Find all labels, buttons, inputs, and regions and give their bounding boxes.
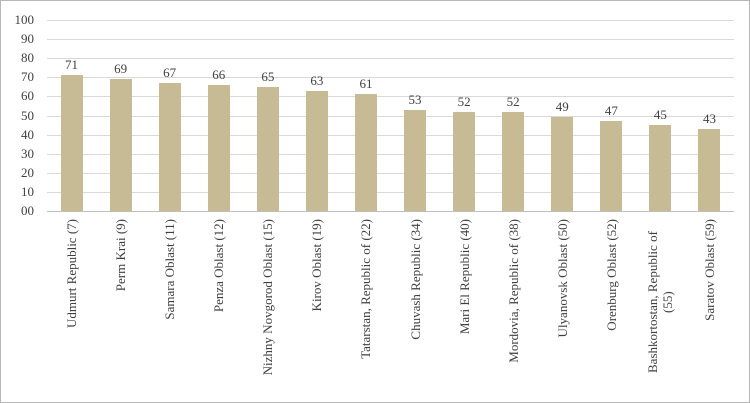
x-category-label-text: Penza Oblast (12) — [211, 219, 227, 313]
bar — [207, 84, 230, 211]
gridline — [47, 39, 734, 41]
bar — [109, 79, 132, 211]
bar-value-label: 52 — [457, 93, 471, 109]
bar-value-label: 67 — [163, 65, 177, 81]
x-axis-line — [47, 211, 734, 212]
bar — [698, 128, 721, 211]
y-tick-label: 50 — [21, 107, 34, 123]
y-tick-label: 10 — [21, 183, 34, 199]
bar — [354, 94, 377, 211]
y-tick-label: 100 — [14, 12, 35, 27]
x-category-label: Mordovia, Republic of (38) — [489, 219, 538, 397]
gridline — [47, 58, 734, 60]
x-category-label: Bashkortostan, Republic of (55) — [636, 219, 685, 397]
bar — [60, 75, 83, 211]
x-category-label: Ulyanovsk Oblast (50) — [538, 219, 587, 397]
bar — [404, 109, 427, 211]
x-category-label-text: Chuvash Republic (34) — [407, 219, 423, 340]
bar — [551, 117, 574, 211]
x-category-label-text: Samara Oblast (11) — [162, 219, 178, 320]
y-tick-label: 90 — [21, 31, 34, 47]
gridline — [47, 96, 734, 98]
y-tick-label: 20 — [21, 164, 34, 180]
x-category-label: Penza Oblast (12) — [194, 219, 243, 397]
x-category-label: Udmurt Republic (7) — [47, 219, 96, 397]
x-category-label: Chuvash Republic (34) — [391, 219, 440, 397]
x-category-label: Orenburg Oblast (52) — [587, 219, 636, 397]
gridline — [47, 77, 734, 79]
bar — [649, 125, 672, 211]
y-tick-label: 40 — [21, 126, 34, 142]
bar-value-label: 71 — [65, 57, 79, 73]
x-category-label-text: Orenburg Oblast (52) — [603, 219, 619, 331]
gridline — [47, 191, 734, 193]
bar-value-label: 53 — [408, 91, 422, 107]
x-category-label-text: Udmurt Republic (7) — [64, 219, 80, 329]
x-category-label-text: Saratov Oblast (59) — [701, 219, 717, 321]
x-category-label-text: Tatarstan, Republic of (22) — [358, 219, 374, 359]
bar-value-label: 49 — [555, 99, 569, 115]
bar-value-label: 61 — [359, 76, 373, 92]
y-tick-label: 30 — [21, 145, 34, 161]
gridline — [47, 134, 734, 136]
x-category-label-text: Nizhny Novgorod Oblast (15) — [260, 219, 276, 376]
bar-value-label: 45 — [653, 107, 667, 123]
bar — [600, 121, 623, 211]
bar — [256, 86, 279, 211]
x-category-label-text: Kirov Oblast (19) — [309, 219, 325, 312]
x-category-label-text: Ulyanovsk Oblast (50) — [554, 219, 570, 338]
bar-value-label: 66 — [212, 66, 226, 82]
y-tick-label: 80 — [21, 50, 34, 66]
bar — [453, 111, 476, 211]
bar-value-label: 65 — [261, 68, 275, 84]
gridline — [47, 20, 734, 21]
bar — [502, 111, 525, 211]
x-category-label-text: Mari El Republic (40) — [456, 219, 472, 335]
x-category-label: Mari El Republic (40) — [440, 219, 489, 397]
y-tick-label: 60 — [21, 88, 34, 104]
bar-value-label: 43 — [702, 110, 716, 126]
bar-value-label: 63 — [310, 72, 324, 88]
bar-value-label: 69 — [114, 61, 128, 77]
gridline — [47, 115, 734, 117]
x-category-label: Saratov Oblast (59) — [685, 219, 734, 397]
bar — [158, 83, 181, 211]
x-category-label-text: Perm Krai (9) — [113, 219, 129, 292]
x-category-label: Kirov Oblast (19) — [292, 219, 341, 397]
x-category-label: Samara Oblast (11) — [145, 219, 194, 397]
x-category-label-text: Mordovia, Republic of (38) — [505, 219, 521, 363]
y-tick-label: 00 — [21, 203, 34, 218]
gridline — [47, 172, 734, 174]
gridline — [47, 153, 734, 155]
bar — [305, 90, 328, 211]
x-category-label: Nizhny Novgorod Oblast (15) — [243, 219, 292, 397]
x-category-label: Tatarstan, Republic of (22) — [341, 219, 390, 397]
x-category-label-text: Bashkortostan, Republic of (55) — [645, 231, 676, 373]
x-category-label: Perm Krai (9) — [96, 219, 145, 397]
y-tick-label: 70 — [21, 69, 34, 85]
bar-value-label: 47 — [604, 103, 618, 119]
bar-value-label: 52 — [506, 93, 520, 109]
